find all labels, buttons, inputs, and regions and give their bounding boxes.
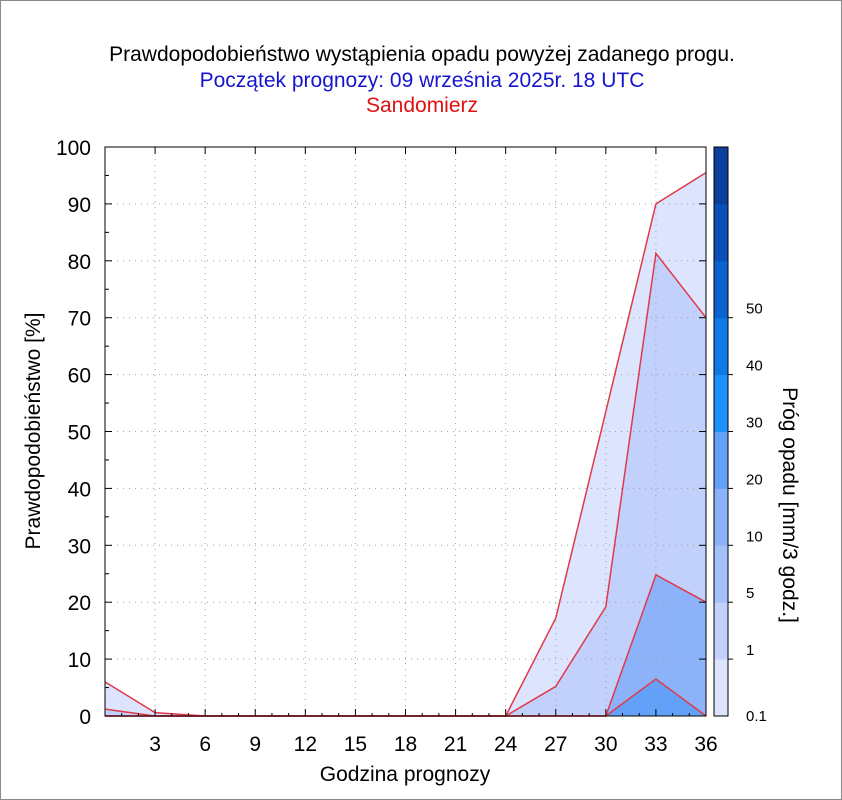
colorbar-segment bbox=[714, 431, 728, 489]
colorbar-label: 1 bbox=[746, 642, 754, 659]
x-tick-label: 30 bbox=[594, 733, 617, 756]
x-tick-label: 15 bbox=[344, 733, 367, 756]
colorbar-label: 50 bbox=[746, 301, 763, 318]
x-tick-label: 12 bbox=[294, 733, 317, 756]
colorbar-title: Próg opadu [mm/3 godz.] bbox=[778, 387, 801, 623]
colorbar-label: 30 bbox=[746, 415, 763, 432]
colorbar: 0.1 1 5 10 20 30 40 50 bbox=[713, 146, 767, 725]
x-axis: 3 6 9 12 15 18 21 24 27 30 33 36 bbox=[121, 147, 718, 756]
colorbar-segment bbox=[714, 659, 728, 717]
y-tick-label: 70 bbox=[68, 308, 91, 331]
y-axis: 0 10 20 30 40 50 60 70 80 90 100 bbox=[56, 137, 706, 729]
y-tick-label: 20 bbox=[68, 592, 91, 615]
y-tick-label: 50 bbox=[68, 422, 91, 445]
y-tick-label: 100 bbox=[56, 137, 91, 160]
x-tick-label: 21 bbox=[444, 733, 467, 756]
x-tick-label: 24 bbox=[494, 733, 518, 756]
colorbar-segment bbox=[714, 488, 728, 546]
grid-lines bbox=[105, 147, 706, 716]
colorbar-segment bbox=[714, 545, 728, 603]
y-tick-label: 40 bbox=[68, 478, 91, 501]
colorbar-segment bbox=[714, 374, 728, 432]
location-label: Sandomierz bbox=[365, 94, 479, 117]
area-layers bbox=[105, 172, 706, 717]
y-tick-label: 30 bbox=[68, 535, 91, 558]
colorbar-label: 40 bbox=[746, 358, 763, 375]
x-tick-label: 6 bbox=[199, 733, 211, 756]
colorbar-segment bbox=[714, 260, 728, 319]
colorbar-segment bbox=[714, 602, 728, 660]
colorbar-label: 10 bbox=[746, 528, 763, 545]
colorbar-label: 20 bbox=[746, 471, 763, 488]
x-tick-label: 3 bbox=[149, 733, 161, 756]
colorbar-label: 5 bbox=[746, 585, 754, 602]
colorbar-segment bbox=[714, 147, 728, 205]
chart-title: Prawdopodobieństwo wystąpienia opadu pow… bbox=[109, 43, 735, 66]
x-tick-label: 18 bbox=[394, 733, 417, 756]
y-tick-label: 80 bbox=[68, 251, 91, 274]
y-tick-label: 10 bbox=[68, 649, 91, 672]
area-threshold-10 bbox=[105, 679, 706, 716]
x-axis-title: Godzina prognozy bbox=[320, 763, 491, 786]
x-tick-label: 36 bbox=[694, 733, 717, 756]
y-tick-label: 90 bbox=[68, 194, 91, 217]
y-axis-title: Prawdopodobieństwo [%] bbox=[22, 313, 45, 550]
y-tick-label: 60 bbox=[68, 365, 91, 388]
x-tick-label: 33 bbox=[644, 733, 667, 756]
x-tick-label: 9 bbox=[249, 733, 261, 756]
chart-subtitle: Początek prognozy: 09 września 2025r. 18… bbox=[199, 69, 645, 92]
colorbar-segment bbox=[714, 317, 728, 376]
colorbar-segment bbox=[714, 203, 728, 262]
y-tick-label: 0 bbox=[79, 706, 91, 729]
x-tick-label: 27 bbox=[544, 733, 567, 756]
colorbar-label: 0.1 bbox=[746, 708, 767, 725]
